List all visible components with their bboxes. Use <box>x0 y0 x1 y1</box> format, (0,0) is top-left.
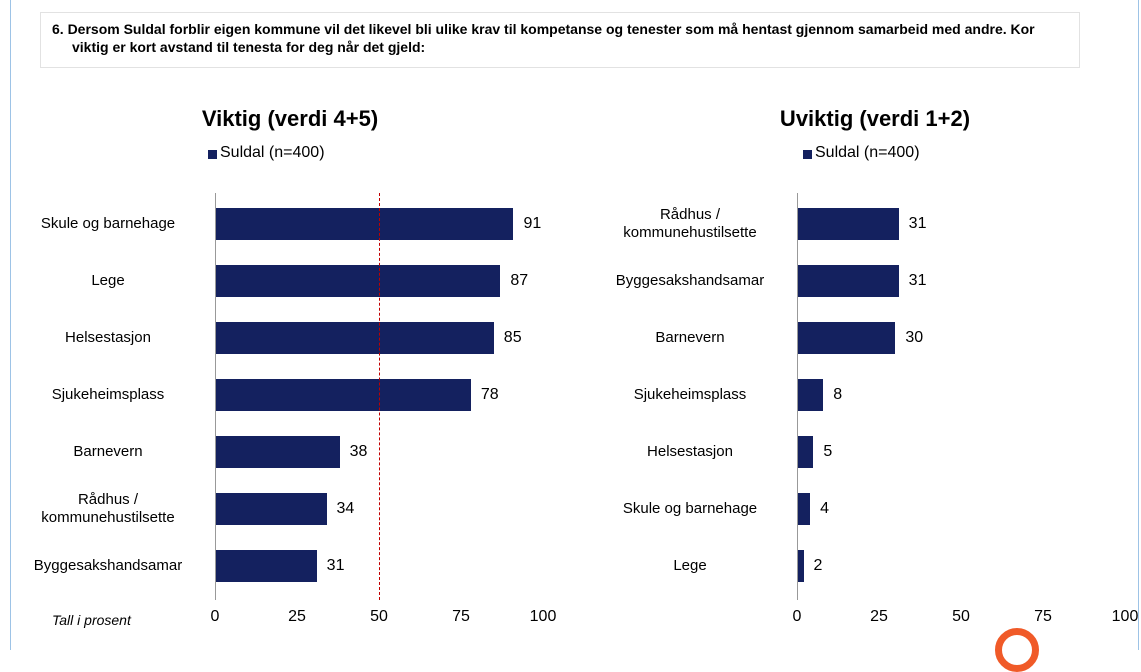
category-label: Lege <box>91 272 125 289</box>
bar <box>797 379 824 411</box>
logo <box>995 628 1039 672</box>
x-tick-label: 100 <box>529 608 557 625</box>
bar <box>797 493 811 525</box>
value-label: 78 <box>480 386 499 403</box>
bar <box>215 208 514 240</box>
legend-label: Suldal (n=400) <box>815 144 920 161</box>
x-tick-label: 50 <box>952 608 970 625</box>
value-label: 38 <box>349 443 368 460</box>
category-label: Helsestasjon <box>65 329 151 346</box>
bar <box>797 265 899 297</box>
bar <box>215 550 317 582</box>
chart-title: Viktig (verdi 4+5) <box>201 106 379 131</box>
reference-line <box>378 193 380 600</box>
value-label: 31 <box>908 272 927 289</box>
value-label: 34 <box>336 500 355 517</box>
slide-frame <box>10 0 1139 650</box>
category-label: Skule og barnehage <box>40 215 176 232</box>
value-label: 85 <box>503 329 522 346</box>
bar <box>215 493 327 525</box>
category-label: Barnevern <box>655 329 725 346</box>
bar <box>215 322 494 354</box>
x-tick-label: 0 <box>792 608 802 625</box>
category-label: Lege <box>673 557 707 574</box>
value-label: 31 <box>908 215 927 232</box>
category-label: Byggesakshandsamar <box>615 272 765 289</box>
x-tick-label: 25 <box>870 608 888 625</box>
bar <box>215 379 471 411</box>
question: 6. Dersom Suldal forblir eigen kommune v… <box>52 21 1035 55</box>
legend-swatch <box>208 150 217 159</box>
x-tick-label: 75 <box>452 608 470 625</box>
chart-title: Uviktig (verdi 1+2) <box>779 106 971 131</box>
x-tick-label: 100 <box>1111 608 1139 625</box>
value-label: 31 <box>326 557 345 574</box>
category-label: Byggesakshandsamar <box>33 557 183 574</box>
value-label: 5 <box>823 443 833 460</box>
annotation: Tall i prosent <box>52 612 131 628</box>
category-label: Helsestasjon <box>647 443 733 460</box>
bar <box>797 322 896 354</box>
bar <box>797 436 814 468</box>
value-label: 91 <box>523 215 542 232</box>
legend-label: Suldal (n=400) <box>220 144 325 161</box>
category-label: Skule og barnehage <box>622 500 758 517</box>
bar <box>797 550 804 582</box>
question-box <box>40 12 1080 68</box>
bar <box>797 208 899 240</box>
category-label: Barnevern <box>73 443 143 460</box>
bar <box>215 265 501 297</box>
page: 6. Dersom Suldal forblir eigen kommune v… <box>10 0 1139 672</box>
x-tick-label: 50 <box>370 608 388 625</box>
category-label: Rådhus / kommunehustilsette <box>623 206 757 241</box>
legend-swatch <box>803 150 812 159</box>
value-label: 2 <box>813 557 823 574</box>
value-label: 4 <box>820 500 830 517</box>
bar <box>215 436 340 468</box>
value-label: 8 <box>833 386 843 403</box>
category-label: Sjukeheimsplass <box>633 386 747 403</box>
value-label: 87 <box>510 272 529 289</box>
axis-line <box>214 193 216 600</box>
category-label: Sjukeheimsplass <box>51 386 165 403</box>
x-tick-label: 25 <box>288 608 306 625</box>
value-label: 30 <box>905 329 924 346</box>
axis-line <box>796 193 798 600</box>
category-label: Rådhus / kommunehustilsette <box>41 491 175 526</box>
x-tick-label: 75 <box>1034 608 1052 625</box>
x-tick-label: 0 <box>210 608 220 625</box>
